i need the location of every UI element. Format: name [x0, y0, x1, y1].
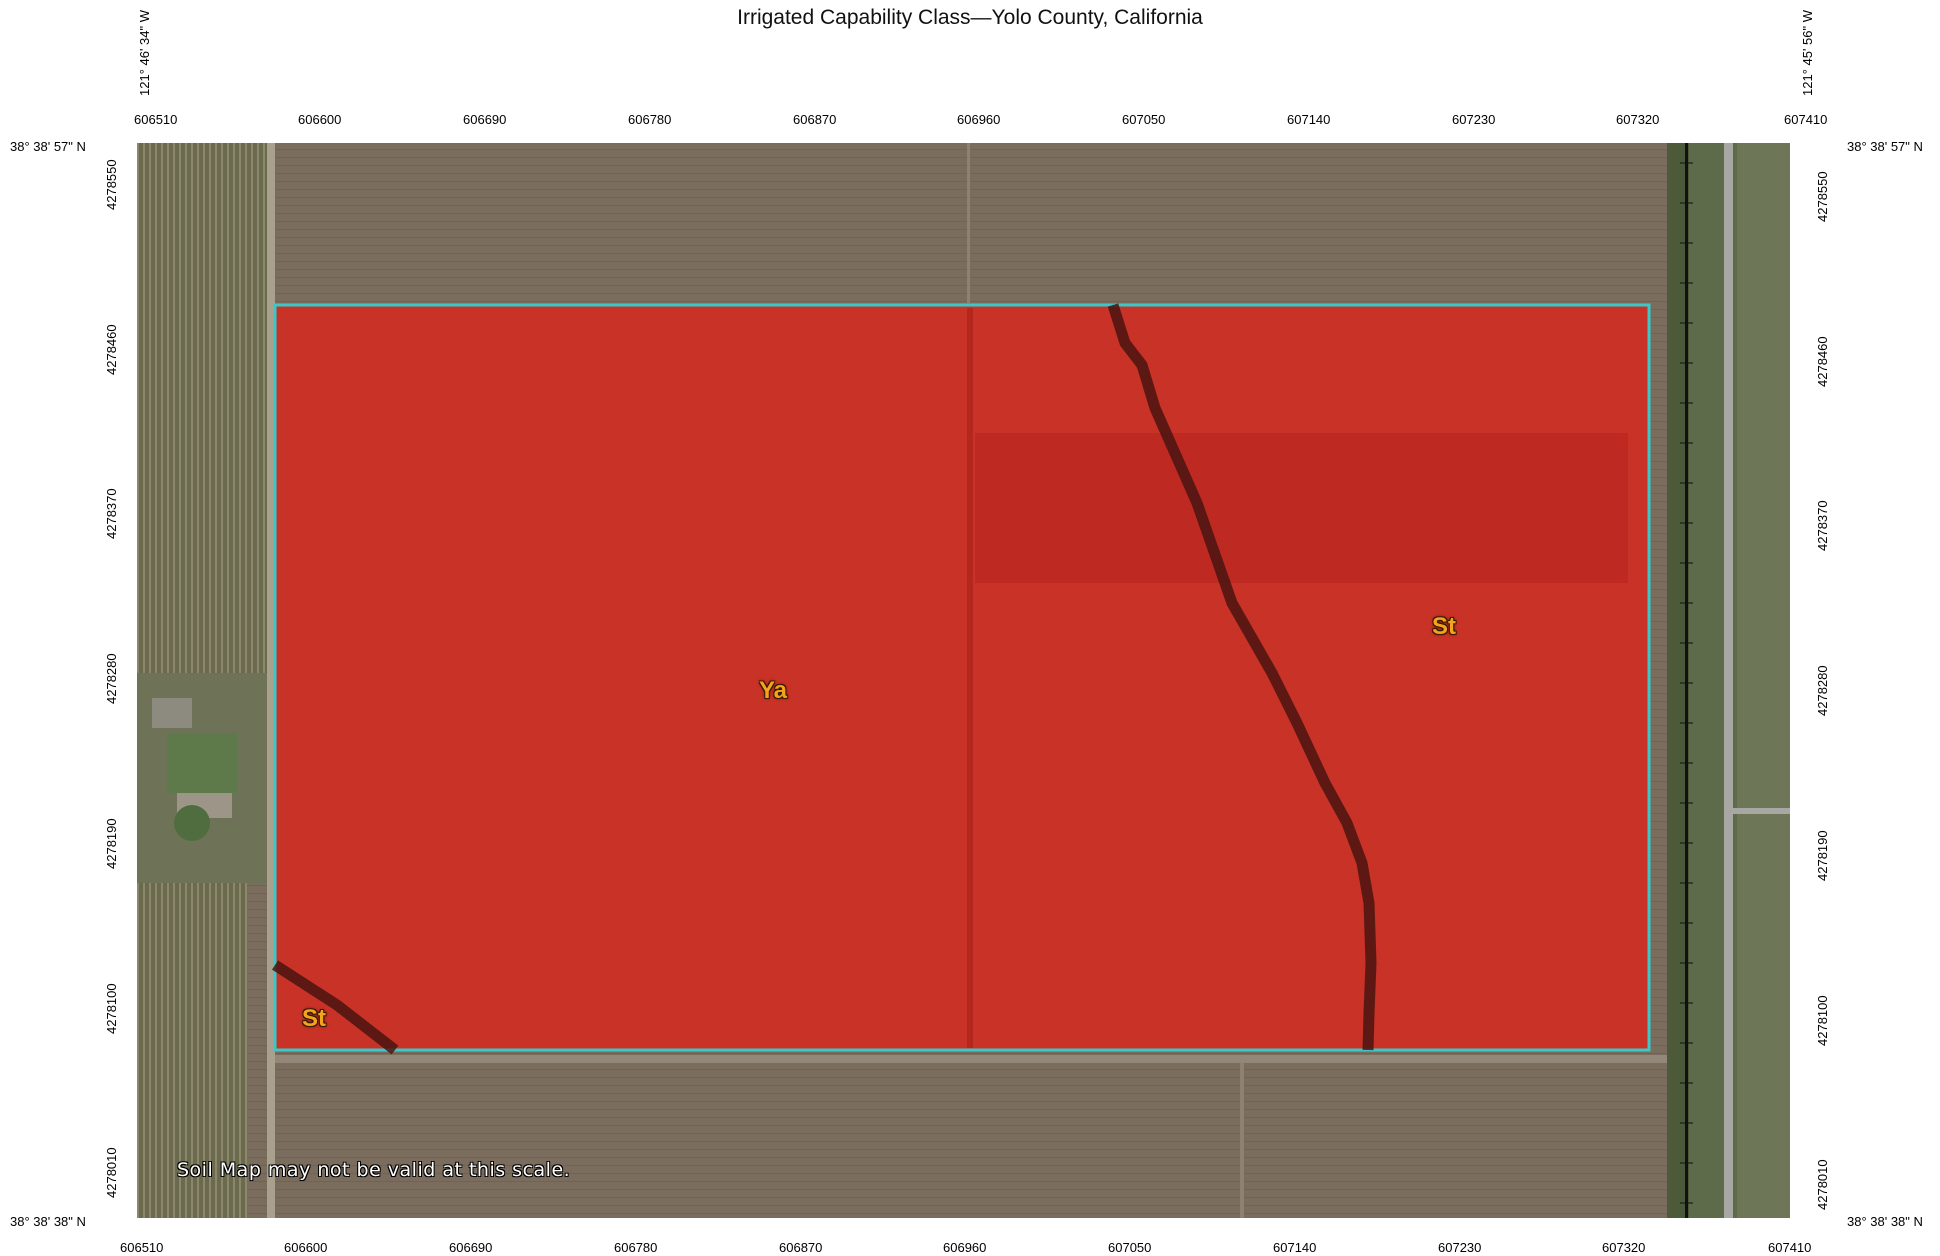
top-easting-label: 606510: [134, 112, 178, 127]
right-northing-label: 4278010: [1815, 1159, 1830, 1210]
bottom-easting-label: 607320: [1602, 1240, 1646, 1255]
bottom-easting-label: 606870: [779, 1240, 823, 1255]
top-easting-label: 606870: [793, 112, 837, 127]
bottom-left-latitude-label: 38° 38' 38" N: [10, 1214, 86, 1229]
left-northing-label: 4278100: [104, 983, 119, 1034]
bottom-right-latitude-label: 38° 38' 38" N: [1847, 1214, 1923, 1229]
left-northing-label: 4278550: [104, 159, 119, 210]
left-northing-label: 4278370: [104, 488, 119, 539]
bottom-easting-label: 606960: [943, 1240, 987, 1255]
bottom-easting-label: 607140: [1273, 1240, 1317, 1255]
map-title: Irrigated Capability Class—Yolo County, …: [737, 6, 1203, 29]
top-easting-label: 607410: [1784, 112, 1828, 127]
top-easting-label: 607230: [1452, 112, 1496, 127]
right-northing-label: 4278460: [1815, 336, 1830, 387]
top-easting-label: 606780: [628, 112, 672, 127]
bottom-easting-label: 606690: [449, 1240, 493, 1255]
scale-warning-text: Soil Map may not be valid at this scale.: [177, 1159, 571, 1181]
right-northing-label: 4278190: [1815, 830, 1830, 881]
bottom-easting-label: 606510: [120, 1240, 164, 1255]
right-highway: [1724, 143, 1733, 1218]
bottom-easting-label: 607410: [1768, 1240, 1812, 1255]
left-road: [267, 143, 275, 1218]
right-longitude-label: 121° 45' 56" W: [1800, 9, 1815, 96]
left-orchard-strip: [137, 143, 272, 673]
map-unit-label-ya[interactable]: Ya: [759, 677, 788, 704]
bottom-easting-label: 607230: [1438, 1240, 1482, 1255]
top-easting-label: 606960: [957, 112, 1001, 127]
bottom-easting-label: 606780: [614, 1240, 658, 1255]
railway-ties: [1680, 162, 1693, 1204]
left-northing-label: 4278010: [104, 1147, 119, 1198]
aoi-boundary: [273, 303, 1651, 1052]
aerial-imagery: [137, 143, 1790, 1218]
top-easting-label: 607050: [1122, 112, 1166, 127]
map-unit-label-st-east[interactable]: St: [1432, 613, 1456, 640]
top-right-latitude-label: 38° 38' 57" N: [1847, 139, 1923, 154]
bottom-easting-label: 607050: [1108, 1240, 1152, 1255]
top-easting-label: 607320: [1616, 112, 1660, 127]
capability-class-polygon: [275, 305, 1649, 1050]
left-northing-label: 4278190: [104, 818, 119, 869]
bottom-easting-label: 606600: [284, 1240, 328, 1255]
right-northing-label: 4278370: [1815, 500, 1830, 551]
soil-unit-boundary-southwest: [272, 960, 399, 1055]
top-left-latitude-label: 38° 38' 57" N: [10, 139, 86, 154]
left-longitude-label: 121° 46' 34" W: [137, 9, 152, 96]
soil-unit-boundary-east: [1107, 303, 1377, 1051]
right-northing-label: 4278550: [1815, 171, 1830, 222]
right-northing-label: 4278280: [1815, 665, 1830, 716]
railway-line: [1685, 143, 1688, 1218]
top-easting-label: 606600: [298, 112, 342, 127]
left-northing-label: 4278460: [104, 324, 119, 375]
map-unit-label-st-southwest[interactable]: St: [302, 1005, 326, 1032]
left-northing-label: 4278280: [104, 653, 119, 704]
top-easting-label: 606690: [463, 112, 507, 127]
map-frame[interactable]: Ya St St Soil Map may not be valid at th…: [137, 143, 1790, 1218]
top-easting-label: 607140: [1287, 112, 1331, 127]
right-northing-label: 4278100: [1815, 995, 1830, 1046]
